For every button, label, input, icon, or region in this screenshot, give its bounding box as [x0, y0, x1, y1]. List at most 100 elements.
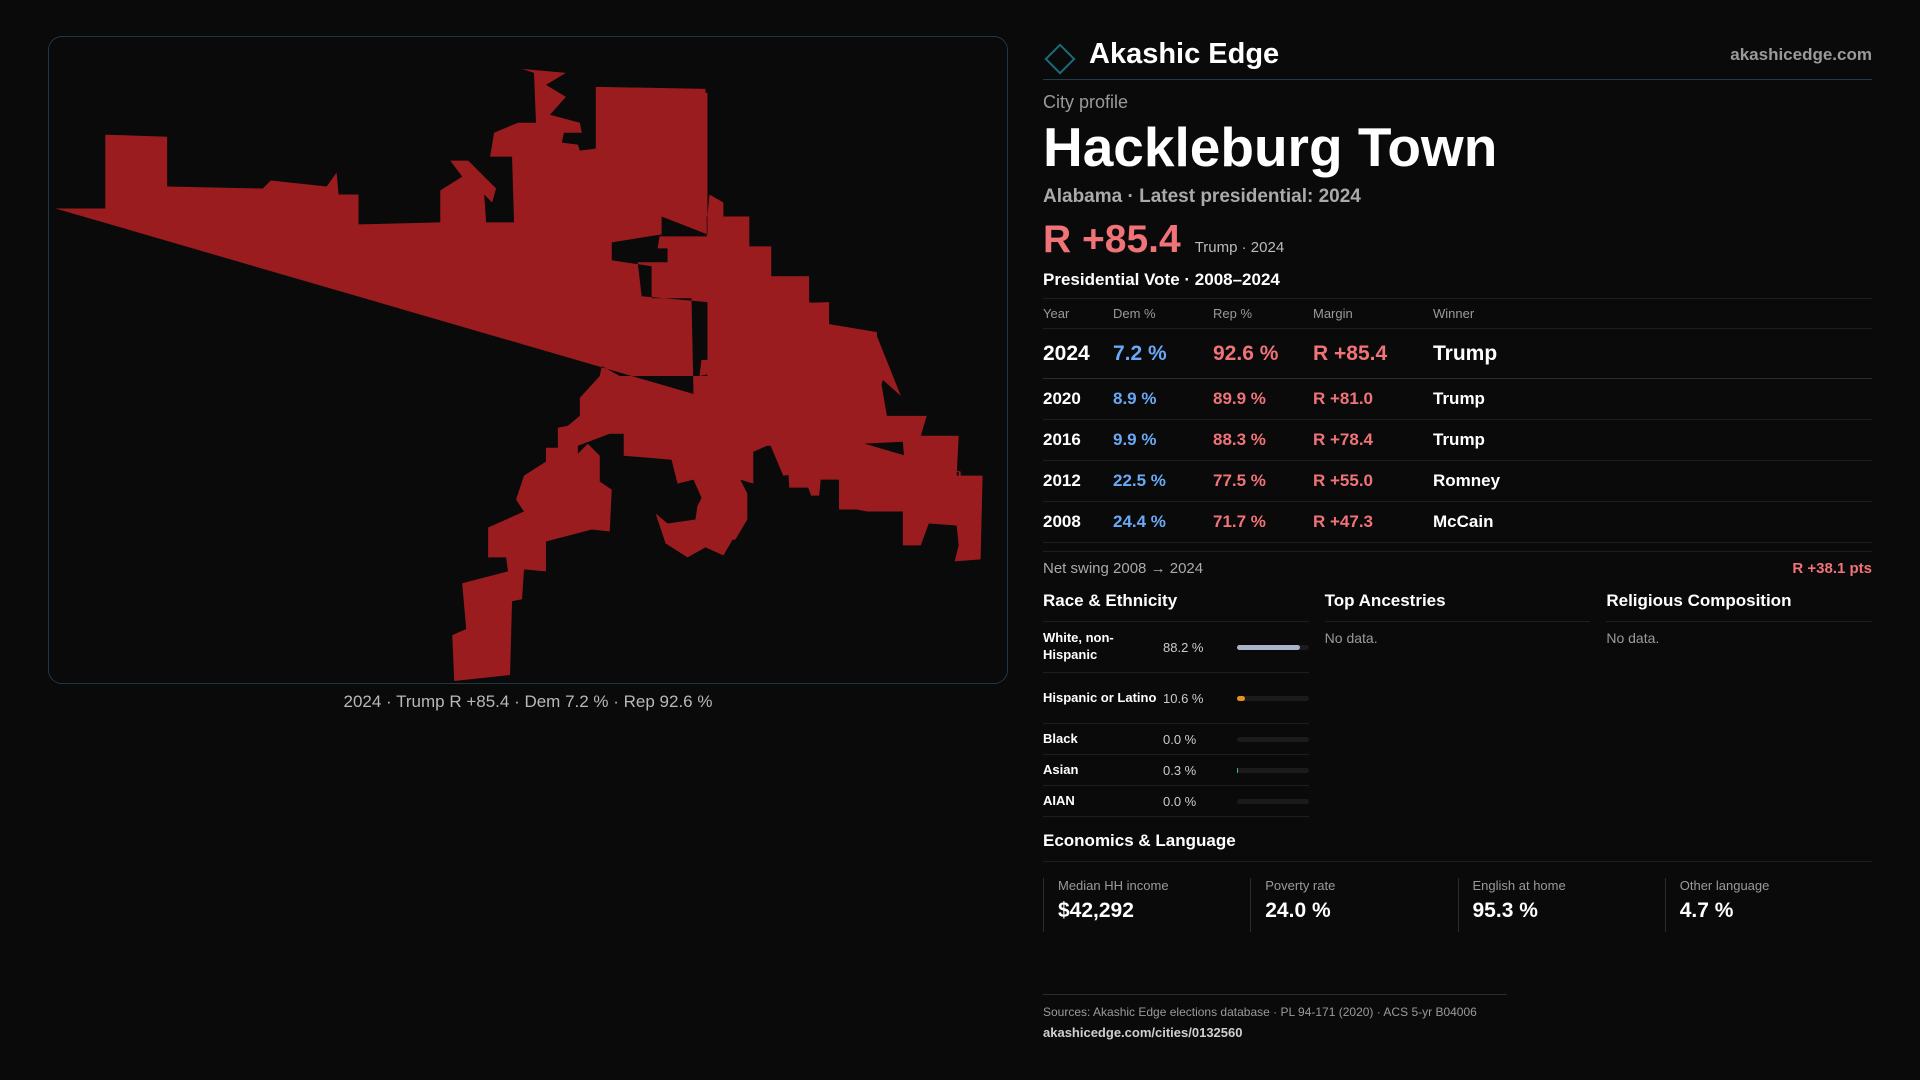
- stat-value: 4.7 %: [1679, 899, 1734, 922]
- race-label: White, non-Hispanic: [1043, 630, 1114, 662]
- race-value: 0.0 %: [1163, 731, 1197, 747]
- race-bar-track: [1237, 695, 1309, 701]
- cell-year: 2016: [1043, 419, 1113, 461]
- brand-url-link[interactable]: akashicedge.com: [1730, 44, 1872, 64]
- diamond-outline-icon: [1044, 42, 1076, 75]
- cell-winner: Trump: [1433, 328, 1872, 379]
- cell-dem: 22.5 %: [1113, 460, 1213, 502]
- economics-stats: Median HH income $42,292 Poverty rate 24…: [1043, 878, 1872, 932]
- cell-margin: R +55.0: [1313, 460, 1433, 502]
- race-value: 0.0 %: [1163, 793, 1197, 809]
- stat-label: Median HH income: [1058, 878, 1169, 893]
- cell-rep: 71.7 %: [1213, 501, 1313, 543]
- race-bar-fill: [1237, 695, 1245, 701]
- brand-name: Akashic Edge: [1089, 38, 1280, 70]
- cell-margin: R +78.4: [1313, 419, 1433, 461]
- city-profile-panel: Akashic Edge akashicedge.com City profil…: [1043, 30, 1873, 932]
- profile-kicker: City profile: [1043, 92, 1129, 112]
- stat-value: 95.3 %: [1472, 899, 1538, 922]
- cell-dem: 24.4 %: [1113, 501, 1213, 543]
- race-row: AIAN 0.0 %: [1043, 786, 1309, 817]
- stat-median-income: Median HH income $42,292: [1043, 878, 1250, 932]
- race-row: Black 0.0 %: [1043, 724, 1309, 755]
- headline-note: Trump · 2024: [1194, 238, 1285, 256]
- race-value: 88.2 %: [1163, 639, 1204, 655]
- brand-header: Akashic Edge akashicedge.com: [1043, 30, 1872, 80]
- table-row: 2016 9.9 % 88.3 % R +78.4 Trump: [1043, 419, 1872, 461]
- ancestries-empty: No data.: [1324, 630, 1378, 646]
- race-bar-track: [1237, 767, 1309, 773]
- cell-dem: 7.2 %: [1113, 328, 1213, 379]
- city-boundary-shape: [55, 68, 983, 682]
- demographics: Race & Ethnicity White, non-Hispanic 88.…: [1043, 591, 1873, 817]
- cell-winner: Trump: [1433, 419, 1872, 461]
- cell-winner: Trump: [1433, 378, 1872, 420]
- ancestries-section-title: Top Ancestries: [1324, 591, 1591, 622]
- cell-dem: 8.9 %: [1113, 378, 1213, 420]
- col-winner: Winner: [1433, 298, 1872, 329]
- table-row: 2008 24.4 % 71.7 % R +47.3 McCain: [1043, 501, 1872, 543]
- race-bar-track: [1237, 644, 1309, 650]
- table-row: 2020 8.9 % 89.9 % R +81.0 Trump: [1043, 378, 1872, 420]
- stat-label: English at home: [1472, 878, 1566, 893]
- race-label: AIAN: [1043, 792, 1075, 808]
- city-boundary-svg: [55, 68, 983, 682]
- cell-winner: Romney: [1433, 460, 1872, 502]
- race-value: 10.6 %: [1163, 690, 1204, 706]
- cell-margin: R +47.3: [1313, 501, 1433, 543]
- religion-section: Religious Composition No data.: [1606, 591, 1873, 817]
- stat-label: Other language: [1679, 878, 1770, 893]
- race-ethnicity-section: Race & Ethnicity White, non-Hispanic 88.…: [1043, 591, 1309, 817]
- net-swing: Net swing 2008 → 2024 R +38.1 pts: [1043, 551, 1872, 577]
- stat-english-at-home: English at home 95.3 %: [1457, 878, 1665, 932]
- page-title: Hackleburg Town: [1043, 116, 1498, 178]
- cell-year: 2024: [1043, 328, 1113, 379]
- race-section-title: Race & Ethnicity: [1043, 591, 1309, 622]
- cell-winner: McCain: [1433, 501, 1872, 543]
- net-swing-label: Net swing 2008 → 2024: [1043, 560, 1204, 577]
- map-caption: 2024 · Trump R +85.4 · Dem 7.2 % · Rep 9…: [343, 692, 713, 711]
- col-rep: Rep %: [1213, 298, 1313, 329]
- cell-rep: 77.5 %: [1213, 460, 1313, 502]
- race-bar-fill: [1237, 644, 1301, 650]
- city-boundary-map[interactable]: [48, 36, 1008, 684]
- table-row: 2012 22.5 % 77.5 % R +55.0 Romney: [1043, 460, 1872, 502]
- table-header-row: Year Dem % Rep % Margin Winner: [1043, 298, 1872, 329]
- stat-value: 24.0 %: [1265, 899, 1331, 922]
- stat-other-language: Other language 4.7 %: [1664, 878, 1872, 932]
- headline-result: R +85.4 Trump · 2024: [1043, 218, 1872, 262]
- race-bar-track: [1237, 798, 1309, 804]
- religion-section-title: Religious Composition: [1606, 591, 1873, 622]
- cell-year: 2012: [1043, 460, 1113, 502]
- sources-footer: Sources: Akashic Edge elections database…: [1043, 994, 1507, 1040]
- col-dem: Dem %: [1113, 298, 1213, 329]
- race-label: Asian: [1043, 761, 1079, 777]
- cell-dem: 9.9 %: [1113, 419, 1213, 461]
- cell-year: 2008: [1043, 501, 1113, 543]
- cell-year: 2020: [1043, 378, 1113, 420]
- sources-text: Sources: Akashic Edge elections database…: [1043, 1005, 1477, 1019]
- ancestries-section: Top Ancestries No data.: [1324, 591, 1591, 817]
- profile-subtitle: Alabama · Latest presidential: 2024: [1043, 185, 1361, 207]
- race-row: White, non-Hispanic 88.2 %: [1043, 622, 1309, 673]
- race-value: 0.3 %: [1163, 762, 1197, 778]
- cell-rep: 92.6 %: [1213, 328, 1313, 379]
- city-permalink[interactable]: akashicedge.com/cities/0132560: [1043, 1025, 1243, 1040]
- brand-left: Akashic Edge: [1043, 38, 1280, 75]
- net-swing-value: R +38.1 pts: [1792, 560, 1872, 577]
- stat-poverty-rate: Poverty rate 24.0 %: [1250, 878, 1457, 932]
- presidential-vote-table: Year Dem % Rep % Margin Winner 2024 7.2 …: [1043, 298, 1872, 543]
- stat-value: $42,292: [1058, 899, 1134, 922]
- headline-margin: R +85.4: [1043, 217, 1181, 261]
- race-row: Hispanic or Latino 10.6 %: [1043, 673, 1309, 724]
- race-row: Asian 0.3 %: [1043, 755, 1309, 786]
- stat-label: Poverty rate: [1265, 878, 1336, 893]
- race-bar-track: [1237, 736, 1309, 742]
- col-year: Year: [1043, 298, 1113, 329]
- cell-margin: R +85.4: [1313, 328, 1433, 379]
- cell-rep: 88.3 %: [1213, 419, 1313, 461]
- vote-section-title: Presidential Vote · 2008–2024: [1043, 270, 1872, 299]
- race-label: Black: [1043, 730, 1078, 746]
- cell-rep: 89.9 %: [1213, 378, 1313, 420]
- cell-margin: R +81.0: [1313, 378, 1433, 420]
